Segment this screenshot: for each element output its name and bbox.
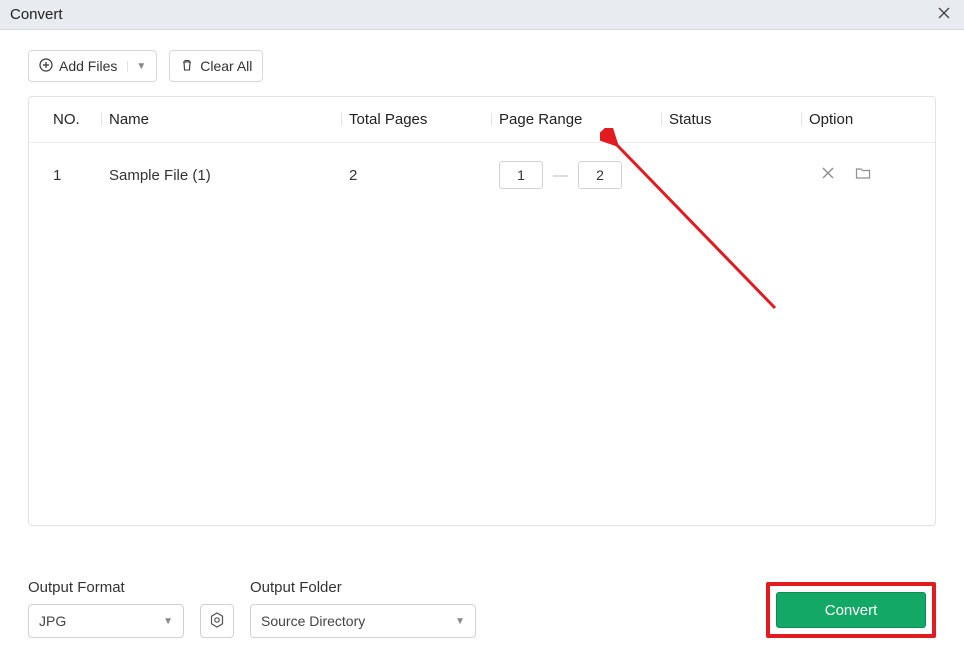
- output-folder-label: Output Folder: [250, 579, 476, 596]
- file-table: NO. Name Total Pages Page Range Status O…: [28, 96, 936, 526]
- chevron-down-icon: ▼: [127, 61, 146, 72]
- col-header-no: NO.: [29, 97, 101, 143]
- window-title: Convert: [10, 6, 63, 23]
- convert-label: Convert: [825, 602, 878, 619]
- range-to-input[interactable]: [578, 161, 622, 189]
- cell-total-pages: 2: [341, 143, 491, 208]
- cell-name: Sample File (1): [101, 143, 341, 208]
- add-files-button[interactable]: Add Files ▼: [28, 50, 157, 82]
- clear-all-button[interactable]: Clear All: [169, 50, 263, 82]
- clear-all-label: Clear All: [200, 58, 252, 74]
- output-folder-select[interactable]: Source Directory ▼: [250, 604, 476, 638]
- convert-button[interactable]: Convert: [776, 592, 926, 628]
- cell-status: [661, 143, 801, 208]
- trash-icon: [180, 58, 194, 75]
- range-from-input[interactable]: [499, 161, 543, 189]
- add-files-label: Add Files: [59, 58, 117, 74]
- gear-icon: [208, 611, 226, 632]
- remove-row-icon[interactable]: [821, 166, 835, 185]
- col-header-option: Option: [801, 97, 935, 143]
- output-folder-group: Output Folder Source Directory ▼: [250, 579, 476, 638]
- col-header-page-range: Page Range: [491, 97, 661, 143]
- chevron-down-icon: ▼: [163, 616, 173, 627]
- output-folder-value: Source Directory: [261, 613, 365, 629]
- output-format-group: Output Format JPG ▼: [28, 579, 184, 638]
- cell-page-range: —: [491, 143, 661, 208]
- toolbar: Add Files ▼ Clear All: [0, 30, 964, 96]
- close-icon[interactable]: [934, 6, 954, 24]
- settings-button[interactable]: [200, 604, 234, 638]
- col-header-name: Name: [101, 97, 341, 143]
- output-format-select[interactable]: JPG ▼: [28, 604, 184, 638]
- footer: Output Format JPG ▼ Output Folder Source…: [0, 578, 964, 638]
- open-folder-icon[interactable]: [855, 166, 871, 185]
- range-dash: —: [553, 167, 568, 184]
- chevron-down-icon: ▼: [455, 616, 465, 627]
- table-row: 1 Sample File (1) 2 —: [29, 143, 935, 208]
- col-header-total-pages: Total Pages: [341, 97, 491, 143]
- output-format-label: Output Format: [28, 579, 184, 596]
- output-format-value: JPG: [39, 613, 66, 629]
- cell-option: [801, 143, 935, 208]
- titlebar: Convert: [0, 0, 964, 30]
- plus-circle-icon: [39, 58, 53, 75]
- convert-highlight: Convert: [766, 582, 936, 638]
- cell-no: 1: [29, 143, 101, 208]
- col-header-status: Status: [661, 97, 801, 143]
